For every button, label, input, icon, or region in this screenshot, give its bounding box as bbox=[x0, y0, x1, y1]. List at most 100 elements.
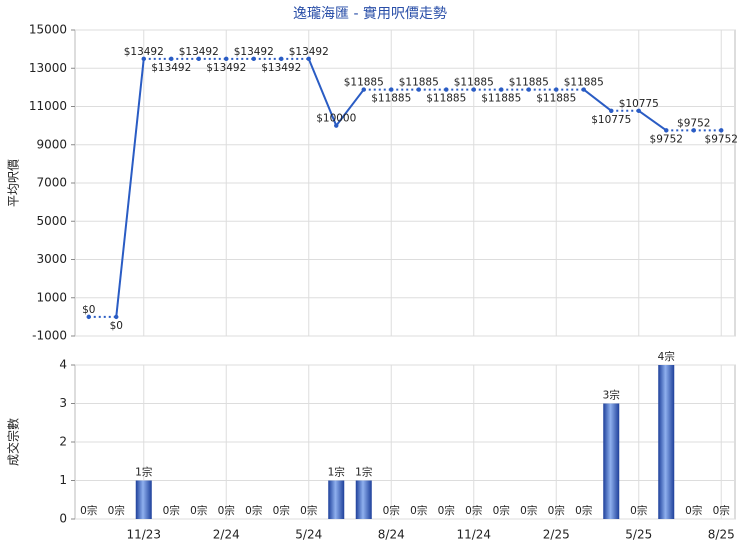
x-tick-label: 11/24 bbox=[456, 528, 491, 542]
y-tick-label: 0 bbox=[59, 512, 67, 526]
bar bbox=[355, 480, 372, 519]
value-label: $11885 bbox=[426, 93, 466, 105]
point bbox=[554, 87, 559, 92]
value-label: 1宗 bbox=[135, 466, 152, 479]
line-segment bbox=[335, 88, 365, 127]
value-label: 0宗 bbox=[245, 504, 262, 517]
value-label: $11885 bbox=[509, 77, 549, 89]
value-label: 0宗 bbox=[548, 504, 565, 517]
value-label: 4宗 bbox=[658, 350, 675, 363]
y-tick-label: 13000 bbox=[29, 61, 67, 75]
value-label: $11885 bbox=[481, 93, 521, 105]
line-segment bbox=[583, 88, 612, 112]
point bbox=[444, 87, 449, 92]
value-label: 0宗 bbox=[300, 504, 317, 517]
point bbox=[691, 128, 696, 133]
chart-title: 逸瓏海匯 - 實用呎價走勢 bbox=[293, 5, 447, 22]
point bbox=[251, 56, 256, 62]
y-tick-label: 11000 bbox=[29, 99, 67, 113]
value-label: 0宗 bbox=[630, 504, 647, 517]
bar bbox=[135, 480, 152, 519]
value-label: 0宗 bbox=[575, 504, 592, 517]
value-label: $13492 bbox=[234, 46, 274, 58]
y-tick-label: 3 bbox=[59, 396, 67, 410]
value-label: $10775 bbox=[619, 98, 659, 110]
value-label: 1宗 bbox=[328, 466, 345, 479]
point bbox=[279, 56, 284, 62]
line-segment bbox=[307, 58, 338, 127]
value-label: $11885 bbox=[454, 77, 494, 89]
value-label: 0宗 bbox=[493, 504, 510, 517]
point bbox=[581, 87, 586, 92]
value-label: $0 bbox=[110, 320, 123, 332]
x-tick-label: 8/25 bbox=[708, 528, 735, 542]
line-segment bbox=[638, 109, 667, 132]
y-tick-label: 4 bbox=[59, 358, 67, 372]
value-label: 0宗 bbox=[383, 504, 400, 517]
value-label: $11885 bbox=[344, 77, 384, 89]
value-label: 1宗 bbox=[355, 466, 372, 479]
y-tick-label: 9000 bbox=[36, 137, 67, 151]
point bbox=[471, 87, 476, 92]
point bbox=[86, 314, 91, 320]
value-label: 0宗 bbox=[273, 504, 290, 517]
value-label: $13492 bbox=[151, 62, 191, 74]
value-label: 0宗 bbox=[685, 504, 702, 517]
line-segment bbox=[115, 58, 145, 317]
point bbox=[664, 128, 669, 133]
value-label: $9752 bbox=[650, 133, 683, 145]
point bbox=[141, 56, 146, 62]
value-label: $11885 bbox=[564, 77, 604, 89]
point bbox=[169, 56, 174, 62]
value-label: 0宗 bbox=[520, 504, 537, 517]
y-tick-label: 7000 bbox=[36, 176, 67, 190]
y-axis-label: 成交宗數 bbox=[6, 418, 21, 466]
point bbox=[719, 128, 724, 133]
y-tick-label: 1000 bbox=[36, 290, 67, 304]
value-label: $10000 bbox=[316, 113, 356, 125]
point bbox=[389, 87, 394, 92]
point bbox=[334, 123, 339, 128]
value-label: 0宗 bbox=[163, 504, 180, 517]
y-tick-label: 15000 bbox=[29, 23, 67, 37]
y-axis-label: 平均呎價 bbox=[7, 159, 21, 207]
point bbox=[224, 56, 229, 62]
point bbox=[609, 108, 614, 114]
x-tick-label: 2/24 bbox=[213, 528, 240, 542]
y-tick-label: 1 bbox=[59, 473, 67, 487]
point bbox=[416, 87, 421, 92]
value-label: 0宗 bbox=[190, 504, 207, 517]
x-tick-label: 11/23 bbox=[126, 528, 161, 542]
value-label: $13492 bbox=[261, 62, 301, 74]
y-tick-label: 5000 bbox=[36, 214, 67, 228]
value-label: $11885 bbox=[371, 93, 411, 105]
value-label: 0宗 bbox=[438, 504, 455, 517]
bar bbox=[603, 403, 620, 519]
point bbox=[526, 87, 531, 92]
value-label: $13492 bbox=[289, 46, 329, 58]
value-label: $9752 bbox=[705, 133, 738, 145]
point bbox=[361, 87, 366, 92]
value-label: 3宗 bbox=[603, 389, 620, 402]
value-label: $0 bbox=[82, 304, 95, 316]
value-label: $11885 bbox=[536, 93, 576, 105]
value-label: 0宗 bbox=[218, 504, 235, 517]
x-tick-label: 2/25 bbox=[543, 528, 570, 542]
x-tick-label: 5/25 bbox=[625, 528, 652, 542]
value-label: 0宗 bbox=[80, 504, 97, 517]
value-label: $13492 bbox=[179, 46, 219, 58]
y-tick-label: -1000 bbox=[32, 329, 67, 343]
bar bbox=[328, 480, 345, 519]
value-label: $13492 bbox=[124, 46, 164, 58]
value-label: $11885 bbox=[399, 77, 439, 89]
value-label: 0宗 bbox=[108, 504, 125, 517]
point bbox=[499, 87, 504, 92]
value-label: $9752 bbox=[677, 117, 710, 129]
value-label: 0宗 bbox=[465, 504, 482, 517]
value-label: $13492 bbox=[206, 62, 246, 74]
x-tick-label: 8/24 bbox=[378, 528, 405, 542]
point bbox=[196, 56, 201, 62]
point bbox=[306, 56, 311, 62]
y-tick-label: 3000 bbox=[36, 252, 67, 266]
